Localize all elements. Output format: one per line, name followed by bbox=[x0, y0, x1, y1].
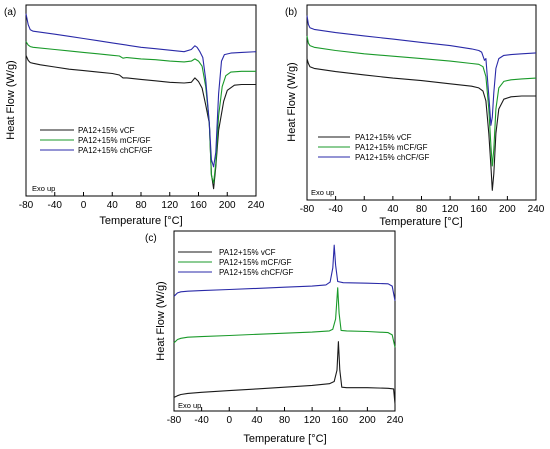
panel-c-xlabel: Temperature [°C] bbox=[243, 433, 326, 445]
x-tick-label: -40 bbox=[48, 200, 63, 211]
x-tick-label: 40 bbox=[107, 200, 119, 211]
x-tick-label: 240 bbox=[248, 200, 265, 211]
series-line-mcf-gf bbox=[25, 41, 256, 184]
x-tick-label: 40 bbox=[387, 204, 399, 215]
legend-c-label-chcf-gf: PA12+15% chCF/GF bbox=[219, 268, 293, 277]
x-tick-label: 160 bbox=[331, 415, 348, 426]
x-tick-label: 240 bbox=[528, 204, 545, 215]
legend-a-label-vcf: PA12+15% vCF bbox=[78, 126, 135, 135]
x-tick-label: 240 bbox=[387, 415, 404, 426]
panel-c-ylabel: Heat Flow (W/g) bbox=[155, 281, 167, 360]
panel-b-exo-up: Exo up bbox=[311, 188, 334, 197]
panel-c-label: (c) bbox=[145, 233, 157, 244]
panel-c: (c) Heat Flow (W/g) Temperature [°C] Exo… bbox=[145, 230, 404, 445]
series-line-vcf bbox=[173, 341, 396, 405]
series-line-chcf-gf bbox=[173, 244, 396, 301]
panel-b-legend: PA12+15% vCF PA12+15% mCF/GF PA12+15% ch… bbox=[318, 133, 429, 162]
series-line-vcf bbox=[25, 55, 256, 190]
x-tick-label: 0 bbox=[226, 415, 232, 426]
panel-a-xticks: -80 -40 0 40 80 120 160 200 240 bbox=[19, 192, 265, 211]
panel-a-label: (a) bbox=[4, 7, 16, 18]
series-line-chcf-gf bbox=[25, 13, 257, 168]
series-line-vcf bbox=[306, 58, 536, 191]
legend-c-label-mcf-gf: PA12+15% mCF/GF bbox=[219, 258, 292, 267]
series-line-mcf-gf bbox=[173, 287, 396, 348]
panel-c-xticks: -80 -40 0 40 80 120 160 200 240 bbox=[167, 407, 404, 426]
panel-b-series bbox=[306, 15, 537, 191]
x-tick-label: 160 bbox=[190, 200, 207, 211]
x-tick-label: 0 bbox=[361, 204, 367, 215]
x-tick-label: 80 bbox=[416, 204, 428, 215]
panel-a-exo-up: Exo up bbox=[32, 184, 55, 193]
panel-b: (b) Heat Flow (W/g) Temperature [°C] Exo… bbox=[285, 4, 545, 228]
panel-a-series bbox=[25, 13, 257, 190]
panel-a-frame bbox=[25, 4, 257, 197]
x-tick-label: 80 bbox=[279, 415, 291, 426]
panel-b-xticks: -80 -40 0 40 80 120 160 200 240 bbox=[300, 196, 545, 215]
x-tick-label: -40 bbox=[328, 204, 343, 215]
panel-a-ylabel: Heat Flow (W/g) bbox=[5, 60, 17, 139]
x-tick-label: 160 bbox=[470, 204, 487, 215]
panel-b-label: (b) bbox=[285, 7, 297, 18]
panel-a: (a) Heat Flow (W/g) Temperature [°C] Exo… bbox=[4, 4, 265, 227]
panel-c-legend: PA12+15% vCF PA12+15% mCF/GF PA12+15% ch… bbox=[178, 248, 293, 277]
legend-b-label-mcf-gf: PA12+15% mCF/GF bbox=[355, 143, 428, 152]
x-tick-label: -80 bbox=[300, 204, 315, 215]
panel-a-xlabel: Temperature [°C] bbox=[99, 215, 182, 227]
series-line-mcf-gf bbox=[306, 35, 537, 167]
x-tick-label: 0 bbox=[81, 200, 87, 211]
panel-c-series bbox=[173, 244, 396, 405]
x-tick-label: 200 bbox=[499, 204, 516, 215]
panel-c-exo-up: Exo up bbox=[178, 401, 201, 410]
legend-b-label-vcf: PA12+15% vCF bbox=[355, 133, 412, 142]
x-tick-label: 120 bbox=[442, 204, 459, 215]
panel-a-legend: PA12+15% vCF PA12+15% mCF/GF PA12+15% ch… bbox=[40, 126, 152, 155]
x-tick-label: -80 bbox=[167, 415, 182, 426]
legend-a-label-chcf-gf: PA12+15% chCF/GF bbox=[78, 146, 152, 155]
x-tick-label: -80 bbox=[19, 200, 34, 211]
x-tick-label: 40 bbox=[251, 415, 263, 426]
x-tick-label: 80 bbox=[135, 200, 147, 211]
panel-b-ylabel: Heat Flow (W/g) bbox=[286, 62, 298, 141]
x-tick-label: 200 bbox=[219, 200, 236, 211]
x-tick-label: 200 bbox=[359, 415, 376, 426]
x-tick-label: -40 bbox=[194, 415, 209, 426]
legend-b-label-chcf-gf: PA12+15% chCF/GF bbox=[355, 153, 429, 162]
panel-b-xlabel: Temperature [°C] bbox=[379, 216, 462, 228]
legend-a-label-mcf-gf: PA12+15% mCF/GF bbox=[78, 136, 151, 145]
x-tick-label: 120 bbox=[304, 415, 321, 426]
series-line-chcf-gf bbox=[306, 15, 537, 126]
legend-c-label-vcf: PA12+15% vCF bbox=[219, 248, 276, 257]
x-tick-label: 120 bbox=[161, 200, 178, 211]
